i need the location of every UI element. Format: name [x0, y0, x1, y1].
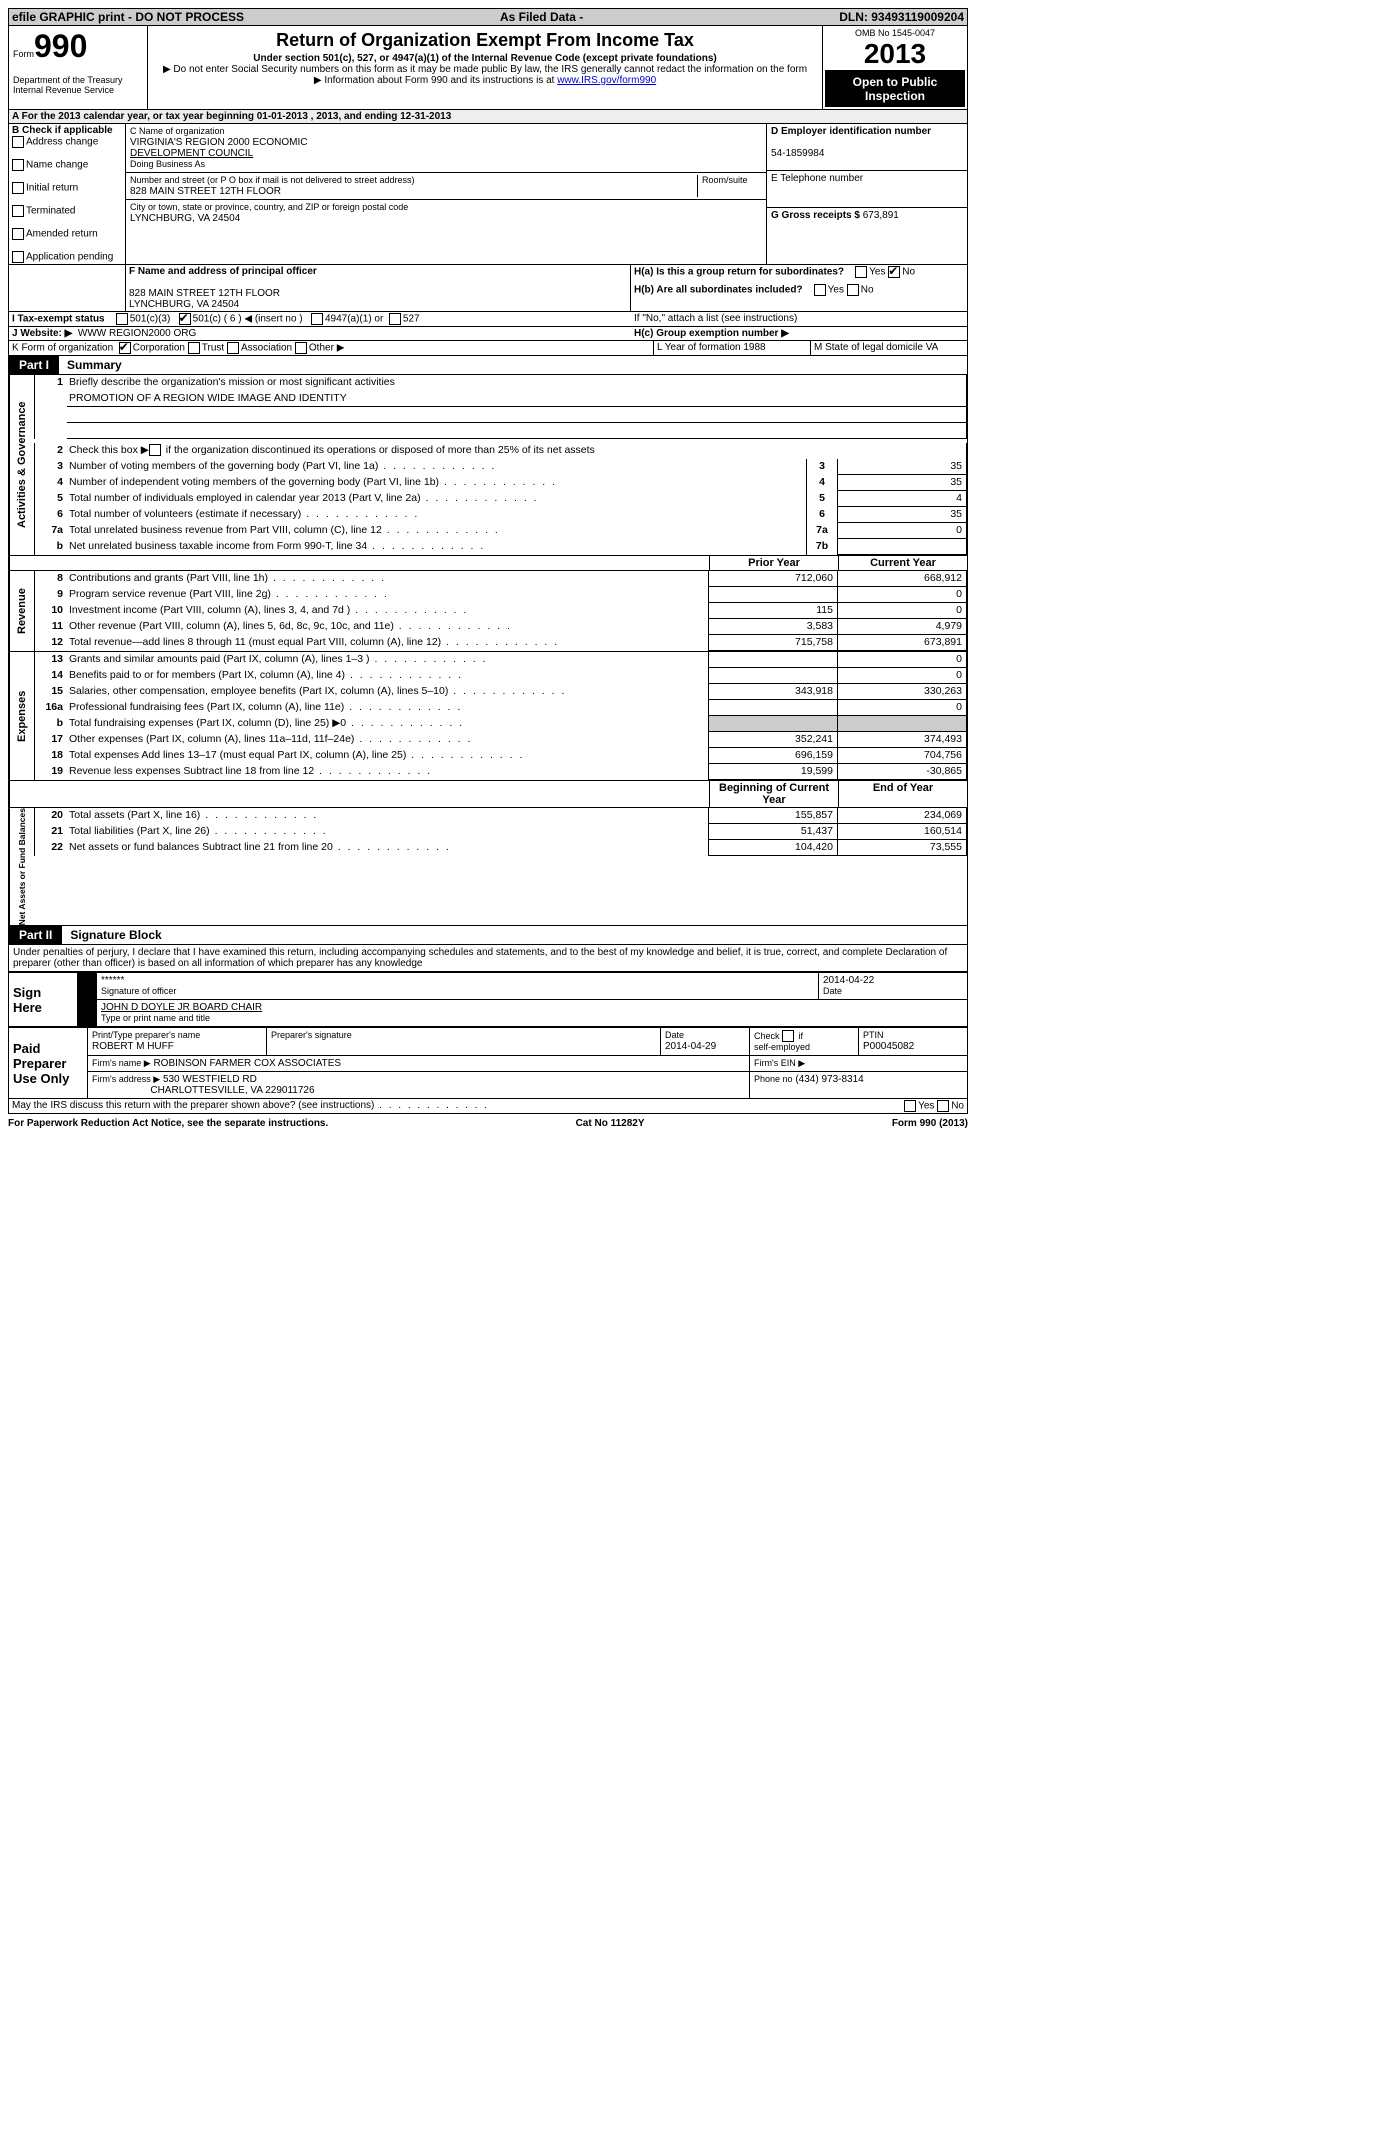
summary-row: 3Number of voting members of the governi…: [34, 459, 967, 475]
open-to-public: Open to Public Inspection: [825, 71, 965, 107]
discuss-yes[interactable]: [904, 1100, 916, 1112]
irs-link[interactable]: www.IRS.gov/form990: [557, 75, 656, 86]
summary-row: 12Total revenue—add lines 8 through 11 (…: [34, 635, 967, 651]
paid-preparer-table: Paid Preparer Use Only Print/Type prepar…: [8, 1027, 968, 1099]
chk-corp[interactable]: [119, 342, 131, 354]
side-label-na: Net Assets or Fund Balances: [9, 808, 34, 925]
summary-row: bTotal fundraising expenses (Part IX, co…: [34, 716, 967, 732]
summary-row: 11Other revenue (Part VIII, column (A), …: [34, 619, 967, 635]
section-deg: D Employer identification number 54-1859…: [767, 124, 967, 264]
ha-no[interactable]: [888, 266, 900, 278]
summary-row: 16aProfessional fundraising fees (Part I…: [34, 700, 967, 716]
summary-row: 21Total liabilities (Part X, line 26)51,…: [34, 824, 967, 840]
ha-yes[interactable]: [855, 266, 867, 278]
chk-501c[interactable]: [179, 313, 191, 325]
summary-row: 10Investment income (Part VIII, column (…: [34, 603, 967, 619]
section-h: H(a) Is this a group return for subordin…: [631, 265, 967, 311]
dept-label: Department of the Treasury: [13, 75, 123, 85]
omb-no: OMB No 1545-0047: [825, 28, 965, 38]
chk-527[interactable]: [389, 313, 401, 325]
year-cell: OMB No 1545-0047 2013 Open to Public Ins…: [823, 26, 967, 109]
chk-trust[interactable]: [188, 342, 200, 354]
chk-address-change[interactable]: [12, 136, 24, 148]
summary-row: 13Grants and similar amounts paid (Part …: [34, 652, 967, 668]
header-mid: As Filed Data -: [500, 10, 583, 24]
summary-row: 15Salaries, other compensation, employee…: [34, 684, 967, 700]
title-cell: Return of Organization Exempt From Incom…: [148, 26, 823, 109]
summary-row: 7aTotal unrelated business revenue from …: [34, 523, 967, 539]
chk-pending[interactable]: [12, 251, 24, 263]
form-number-cell: Form990 Department of the Treasury Inter…: [9, 26, 148, 109]
section-i: I Tax-exempt status 501(c)(3) 501(c) ( 6…: [8, 312, 968, 327]
chk-assoc[interactable]: [227, 342, 239, 354]
hb-yes[interactable]: [814, 284, 826, 296]
part-i-header: Part I Summary: [8, 356, 968, 375]
form-title: Return of Organization Exempt From Incom…: [152, 30, 818, 51]
sign-here-table: Sign Here ****** Signature of officer 20…: [8, 972, 968, 1027]
summary-row: 20Total assets (Part X, line 16)155,8572…: [34, 808, 967, 824]
form-label: Form: [13, 49, 34, 59]
footer: For Paperwork Reduction Act Notice, see …: [8, 1114, 968, 1129]
side-label-rev: Revenue: [9, 571, 34, 651]
form-top-block: Form990 Department of the Treasury Inter…: [8, 26, 968, 110]
section-k: K Form of organization Corporation Trust…: [8, 341, 968, 356]
discuss-row: May the IRS discuss this return with the…: [8, 1099, 968, 1114]
section-fh: F Name and address of principal officer …: [8, 265, 968, 312]
chk-name-change[interactable]: [12, 159, 24, 171]
section-c: C Name of organization VIRGINIA'S REGION…: [126, 124, 767, 264]
side-label-exp: Expenses: [9, 652, 34, 780]
summary-row: 8Contributions and grants (Part VIII, li…: [34, 571, 967, 587]
summary-row: 18Total expenses Add lines 13–17 (must e…: [34, 748, 967, 764]
declaration: Under penalties of perjury, I declare th…: [8, 945, 968, 972]
section-b: B Check if applicable Address change Nam…: [9, 124, 126, 264]
form-number: 990: [34, 28, 87, 64]
discuss-no[interactable]: [937, 1100, 949, 1112]
chk-501c3[interactable]: [116, 313, 128, 325]
summary-row: 17Other expenses (Part IX, column (A), l…: [34, 732, 967, 748]
section-f: F Name and address of principal officer …: [126, 265, 631, 311]
summary-row: 14Benefits paid to or for members (Part …: [34, 668, 967, 684]
summary-row: 19Revenue less expenses Subtract line 18…: [34, 764, 967, 780]
chk-terminated[interactable]: [12, 205, 24, 217]
tax-year: 2013: [825, 38, 965, 71]
part-ii-header: Part II Signature Block: [8, 926, 968, 945]
irs-label: Internal Revenue Service: [13, 85, 114, 95]
header-bar: efile GRAPHIC print - DO NOT PROCESS As …: [8, 8, 968, 26]
summary-row: 9Program service revenue (Part VIII, lin…: [34, 587, 967, 603]
header-left: efile GRAPHIC print - DO NOT PROCESS: [12, 10, 244, 24]
summary-row: 22Net assets or fund balances Subtract l…: [34, 840, 967, 856]
chk-initial-return[interactable]: [12, 182, 24, 194]
header-right: DLN: 93493119009204: [839, 10, 964, 24]
summary-row: bNet unrelated business taxable income f…: [34, 539, 967, 555]
side-label-ag: Activities & Governance: [9, 375, 34, 555]
chk-amended[interactable]: [12, 228, 24, 240]
chk-4947[interactable]: [311, 313, 323, 325]
hb-no[interactable]: [847, 284, 859, 296]
summary-row: 5Total number of individuals employed in…: [34, 491, 967, 507]
form-note1: ▶ Do not enter Social Security numbers o…: [152, 64, 818, 75]
chk-self-emp[interactable]: [782, 1030, 794, 1042]
chk-other[interactable]: [295, 342, 307, 354]
form-subtitle: Under section 501(c), 527, or 4947(a)(1)…: [152, 53, 818, 64]
chk-discontinued[interactable]: [149, 444, 161, 456]
section-bcdeg: B Check if applicable Address change Nam…: [8, 124, 968, 265]
section-j: J Website: ▶ WWW REGION2000 ORG H(c) Gro…: [8, 327, 968, 341]
summary-row: 6Total number of volunteers (estimate if…: [34, 507, 967, 523]
summary-row: 4Number of independent voting members of…: [34, 475, 967, 491]
row-a: A For the 2013 calendar year, or tax yea…: [8, 110, 968, 124]
form-note2: ▶ Information about Form 990 and its ins…: [152, 75, 818, 86]
